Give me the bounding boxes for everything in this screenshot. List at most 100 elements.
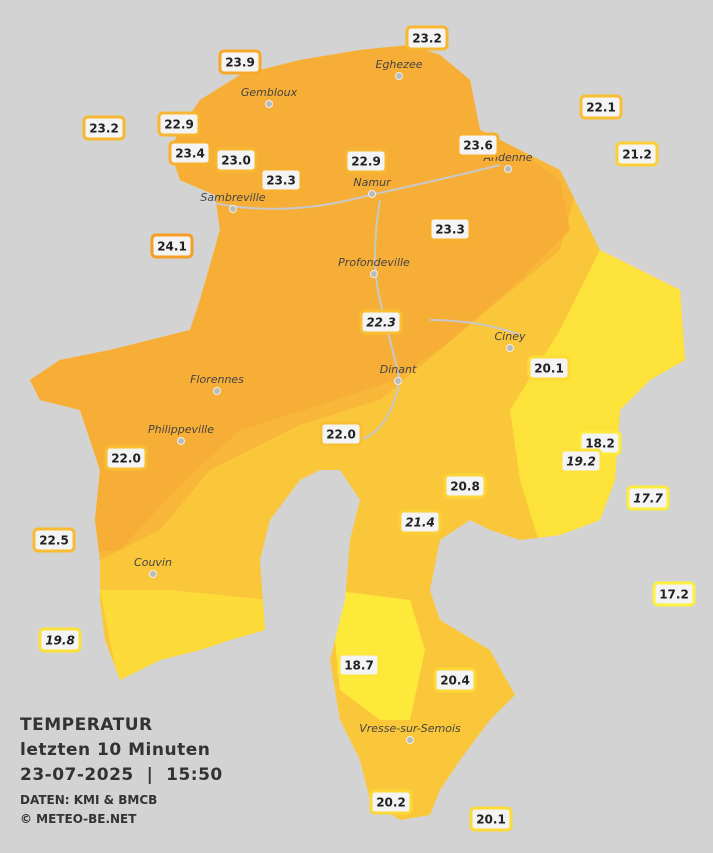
station-value: 21.4 (405, 516, 435, 530)
city-dot (149, 570, 157, 578)
legend-period: letzten 10 Minuten (20, 740, 210, 760)
zone (100, 590, 270, 690)
station-box (344, 148, 388, 174)
station-value: 23.3 (266, 174, 296, 188)
station-box (82, 115, 126, 141)
station-value: 20.8 (450, 480, 480, 494)
station: 20.8 (443, 473, 487, 499)
city-dot (406, 736, 414, 744)
city-dot (368, 190, 376, 198)
station-value: 22.0 (326, 428, 356, 442)
city-label: Namur (353, 176, 392, 189)
city-dot (394, 377, 402, 385)
station: 20.2 (369, 789, 413, 815)
station-box (615, 141, 659, 167)
station: 23.3 (428, 216, 472, 242)
station: 19.2 (559, 448, 603, 474)
city-label: Couvin (134, 556, 172, 569)
station: 23.2 (82, 115, 126, 141)
station-value: 18.2 (585, 437, 615, 451)
city-dot (395, 72, 403, 80)
station: 17.2 (652, 581, 696, 607)
station-box (443, 473, 487, 499)
station-box (652, 581, 696, 607)
station-value: 17.2 (659, 588, 689, 602)
station-box (428, 216, 472, 242)
station-value: 19.2 (566, 455, 596, 469)
station-value: 20.4 (440, 674, 470, 688)
city-dot (506, 344, 514, 352)
legend-copyright: © METEO-BE.NET (20, 812, 137, 826)
city-label: Ciney (495, 330, 526, 343)
station-box (337, 652, 381, 678)
station-box (626, 485, 670, 511)
legend-title: TEMPERATUR (20, 715, 153, 735)
station: 20.1 (527, 355, 571, 381)
station-box (359, 309, 403, 335)
station-value: 22.1 (586, 101, 616, 115)
station-box (405, 25, 449, 51)
station-box (32, 527, 76, 553)
station: 20.1 (469, 806, 513, 832)
station-box (559, 448, 603, 474)
station-value: 17.7 (633, 492, 663, 506)
legend-source: DATEN: KMI & BMCB (20, 793, 157, 807)
station-value: 23.6 (463, 139, 493, 153)
station-box (168, 140, 212, 166)
station-value: 23.2 (412, 32, 442, 46)
station-box (104, 445, 148, 471)
station-value: 22.3 (366, 316, 396, 330)
station-box (469, 806, 513, 832)
station-value: 18.7 (344, 659, 374, 673)
city-label: Sambreville (200, 191, 265, 204)
station: 18.7 (337, 652, 381, 678)
station-value: 22.0 (111, 452, 141, 466)
station: 19.8 (38, 627, 82, 653)
station-box (150, 233, 194, 259)
city-label: Philippeville (148, 423, 214, 436)
city-dot (265, 100, 273, 108)
station: 23.0 (214, 147, 258, 173)
station-value: 23.3 (435, 223, 465, 237)
station-box (579, 94, 623, 120)
station-box (214, 147, 258, 173)
station: 23.9 (218, 49, 262, 75)
station-value: 24.1 (157, 240, 187, 254)
station-value: 20.1 (534, 362, 564, 376)
station-box (259, 167, 303, 193)
city-dot (213, 387, 221, 395)
legend: TEMPERATUR letzten 10 Minuten 23-07-2025… (20, 715, 223, 826)
city-dot (177, 437, 185, 445)
station-box (157, 111, 201, 137)
station: 24.1 (150, 233, 194, 259)
station: 17.7 (626, 485, 670, 511)
station-box (456, 132, 500, 158)
station: 22.0 (319, 421, 363, 447)
station-value: 23.0 (221, 154, 251, 168)
city-label: Gembloux (241, 86, 298, 99)
city-dot (370, 270, 378, 278)
station-box (527, 355, 571, 381)
station: 23.4 (168, 140, 212, 166)
station-value: 23.9 (225, 56, 255, 70)
station-value: 23.4 (175, 147, 205, 161)
station-box (319, 421, 363, 447)
city-label: Vresse-sur-Semois (359, 722, 461, 735)
legend-datetime: 23-07-2025 | 15:50 (20, 765, 223, 785)
station: 22.1 (579, 94, 623, 120)
station: 22.9 (157, 111, 201, 137)
station-box (218, 49, 262, 75)
city-dot (504, 165, 512, 173)
station-value: 23.2 (89, 122, 119, 136)
station: 23.2 (405, 25, 449, 51)
station-value: 22.9 (351, 155, 381, 169)
station: 22.5 (32, 527, 76, 553)
station: 23.6 (456, 132, 500, 158)
city-label: Profondeville (338, 256, 410, 269)
station-box (369, 789, 413, 815)
city-dot (229, 205, 237, 213)
station: 21.4 (398, 509, 442, 535)
station: 22.3 (359, 309, 403, 335)
station: 22.0 (104, 445, 148, 471)
